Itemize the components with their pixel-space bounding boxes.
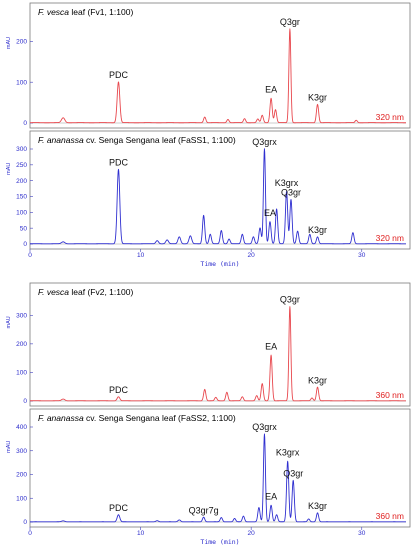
y-tick-label: 200 xyxy=(16,472,27,479)
peak-label: K3gr xyxy=(308,375,327,385)
panel-title: F. vesca leaf (Fv2, 1:100) xyxy=(38,287,133,297)
wavelength-label: 320 nm xyxy=(376,112,404,122)
chromatogram-trace xyxy=(29,148,407,245)
sample-description: cv. Senga Sengana leaf (FaSS2, 1:100) xyxy=(84,413,236,423)
peak-label: Q3grx xyxy=(252,137,277,147)
panel-frame xyxy=(29,282,411,407)
wavelength-label: 360 nm xyxy=(376,390,404,400)
y-axis-label: mAU xyxy=(6,163,12,175)
peak-label: K3grx xyxy=(275,178,299,188)
peak-label: Q3gr7g xyxy=(189,505,219,515)
peak-label: Q3gr xyxy=(283,468,303,478)
time-axis-2: 0 10 20 30 Time (min) xyxy=(28,527,366,546)
peak-label: Q3gr xyxy=(280,295,300,305)
peak-label: Q3gr xyxy=(281,188,301,198)
y-tick-label: 150 xyxy=(16,194,27,201)
y-tick-label: 100 xyxy=(16,370,27,377)
y-tick-label: 200 xyxy=(16,341,27,348)
y-tick-label: 0 xyxy=(23,241,27,248)
x-tick-label: 10 xyxy=(137,252,145,259)
y-tick-label: 200 xyxy=(16,178,27,185)
y-tick-label: 0 xyxy=(23,120,27,127)
y-tick-label: 250 xyxy=(16,162,27,169)
y-tick-label: 400 xyxy=(16,424,27,431)
y-tick-label: 0 xyxy=(23,398,27,405)
panel-frame xyxy=(29,2,411,129)
chromatogram-trace xyxy=(29,433,407,523)
x-tick-label: 30 xyxy=(358,252,366,259)
species-name: F. ananassa xyxy=(38,135,84,145)
y-axis-label: mAU xyxy=(6,441,12,453)
panel-frame xyxy=(29,408,411,528)
x-tick-label: 30 xyxy=(358,530,366,537)
panel-2: F. ananassa cv. Senga Sengana leaf (FaSS… xyxy=(6,130,411,250)
panel-4: F. ananassa cv. Senga Sengana leaf (FaSS… xyxy=(6,408,411,528)
y-tick-label: 100 xyxy=(16,210,27,217)
peak-label: PDC xyxy=(109,70,129,80)
peak-label: K3gr xyxy=(308,501,327,511)
chromatogram-panels: F. vesca leaf (Fv1, 1:100)0100200mAUPDCE… xyxy=(6,2,411,528)
chromatogram-trace xyxy=(29,28,407,124)
peak-label: PDC xyxy=(109,503,129,513)
species-name: F. vesca xyxy=(38,287,69,297)
y-axis-label: mAU xyxy=(6,37,12,49)
wavelength-label: 360 nm xyxy=(376,511,404,521)
wavelength-label: 320 nm xyxy=(376,233,404,243)
y-tick-label: 0 xyxy=(23,519,27,526)
panel-title: F. ananassa cv. Senga Sengana leaf (FaSS… xyxy=(38,413,236,423)
species-name: F. vesca xyxy=(38,7,69,17)
time-axis-1: 0 10 20 30 Time (min) xyxy=(28,249,366,268)
x-tick-label: 20 xyxy=(248,530,256,537)
chromatogram-trace xyxy=(29,306,407,402)
y-tick-label: 300 xyxy=(16,448,27,455)
y-tick-label: 50 xyxy=(20,225,28,232)
panel-title: F. vesca leaf (Fv1, 1:100) xyxy=(38,7,133,17)
x-axis-label: Time (min) xyxy=(200,538,239,546)
panel-frame xyxy=(29,130,411,250)
species-name: F. ananassa xyxy=(38,413,84,423)
y-tick-label: 100 xyxy=(16,79,27,86)
peak-label: EA xyxy=(265,341,277,351)
y-axis-label: mAU xyxy=(6,316,12,328)
x-axis-label: Time (min) xyxy=(200,260,239,268)
y-tick-label: 200 xyxy=(16,39,27,46)
panel-title: F. ananassa cv. Senga Sengana leaf (FaSS… xyxy=(38,135,236,145)
y-tick-label: 300 xyxy=(16,146,27,153)
time-axes: 0 10 20 30 Time (min) 0 10 20 30 Time (min) xyxy=(28,249,366,546)
panel-3: F. vesca leaf (Fv2, 1:100) 0 100 200 300 mAU P… xyxy=(6,282,411,407)
panel-1: F. vesca leaf (Fv1, 1:100) 0 100 200 mAU PDC E… xyxy=(6,2,411,129)
y-tick-label: 300 xyxy=(16,312,27,319)
y-tick-label: 100 xyxy=(16,495,27,502)
peak-label: Q3gr xyxy=(280,17,300,27)
peak-label: PDC xyxy=(109,158,129,168)
x-tick-label: 10 xyxy=(137,530,145,537)
sample-description: leaf (Fv1, 1:100) xyxy=(69,7,133,17)
sample-description: cv. Senga Sengana leaf (FaSS1, 1:100) xyxy=(84,135,236,145)
x-tick-label: 0 xyxy=(28,530,32,537)
sample-description: leaf (Fv2, 1:100) xyxy=(69,287,133,297)
x-tick-label: 0 xyxy=(28,252,32,259)
peak-label: Q3grx xyxy=(252,422,277,432)
x-tick-label: 20 xyxy=(248,252,256,259)
peak-label: K3gr xyxy=(308,93,327,103)
peak-label: EA xyxy=(265,491,277,501)
peak-label: EA xyxy=(265,85,277,95)
peak-label: K3grx xyxy=(276,447,300,457)
peak-label: K3gr xyxy=(308,225,327,235)
peak-label: PDC xyxy=(109,385,129,395)
peak-label: EA xyxy=(264,208,276,218)
